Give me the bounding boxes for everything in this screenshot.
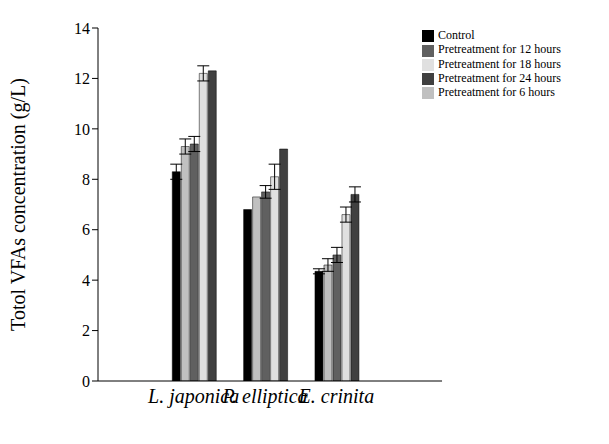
- svg-text:6: 6: [82, 221, 90, 238]
- svg-text:P. elliptica: P. elliptica: [221, 385, 307, 408]
- svg-text:Totol VFAs concentration (g/L): Totol VFAs concentration (g/L): [8, 78, 30, 331]
- svg-text:8: 8: [82, 171, 90, 188]
- svg-text:14: 14: [74, 20, 90, 37]
- svg-text:E. crinita: E. crinita: [298, 385, 375, 407]
- svg-text:12: 12: [74, 70, 90, 87]
- svg-text:4: 4: [82, 272, 90, 289]
- svg-text:0: 0: [82, 373, 90, 390]
- svg-text:10: 10: [74, 121, 90, 138]
- svg-text:L. japonica: L. japonica: [148, 385, 240, 408]
- svg-text:2: 2: [82, 322, 90, 339]
- html-text:Pretreatment for 12 hours: Pretreatment for 12 hours: [438, 42, 561, 57]
- html-text:Control: Control: [438, 28, 475, 42]
- html-text:Pretreatment for 18 hours: Pretreatment for 18 hours: [438, 56, 561, 71]
- html-text:Pretreatment for 6 hours: Pretreatment for 6 hours: [438, 85, 555, 99]
- html-text:Pretreatment for 24 hours: Pretreatment for 24 hours: [438, 70, 561, 85]
